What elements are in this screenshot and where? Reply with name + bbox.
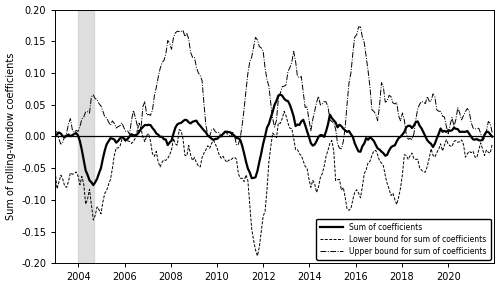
Legend: Sum of coefficients, Lower bound for sum of coefficients, Upper bound for sum of: Sum of coefficients, Lower bound for sum… — [316, 219, 490, 259]
Y-axis label: Sum of rolling-window coefficients: Sum of rolling-window coefficients — [6, 53, 16, 220]
Bar — [78, 10, 94, 264]
